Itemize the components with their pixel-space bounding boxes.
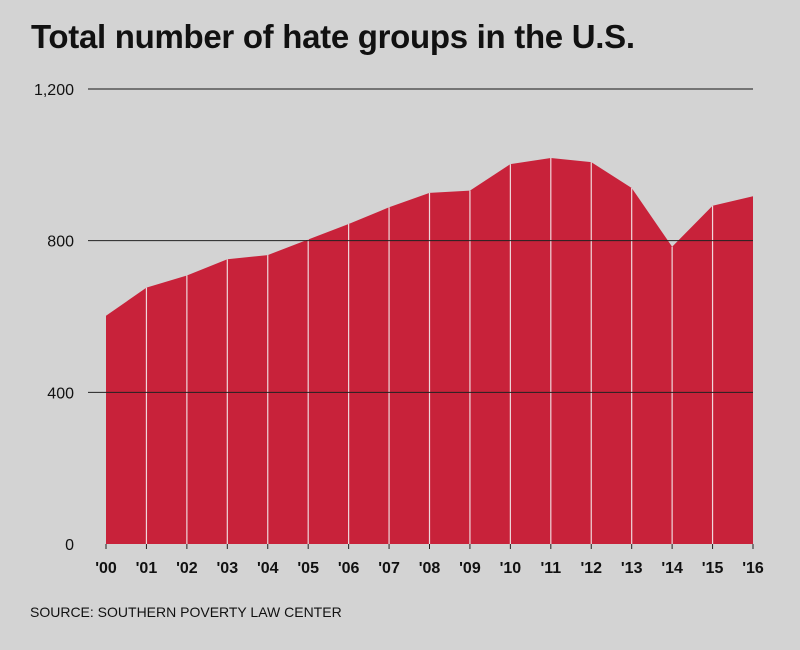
- x-tick-label: '15: [702, 560, 724, 577]
- x-tick-label: '00: [95, 560, 117, 577]
- x-tick-label: '03: [217, 560, 239, 577]
- x-tick-label: '07: [378, 560, 400, 577]
- source-note: SOURCE: SOUTHERN POVERTY LAW CENTER: [30, 604, 342, 620]
- area-chart: 0 400 800 1,200 '00 '01 '02 '03 '04 '05 '06 '07 '08…: [34, 82, 764, 577]
- x-tick-label: '09: [459, 560, 481, 577]
- chart-title: Total number of hate groups in the U.S.: [31, 18, 635, 55]
- x-tick-label: '11: [540, 560, 561, 577]
- x-tick-label: '05: [297, 560, 319, 577]
- x-tick-label: '04: [257, 560, 279, 577]
- x-tick-label: '10: [500, 560, 522, 577]
- y-tick-label: 400: [47, 385, 74, 402]
- y-tick-label: 0: [65, 537, 74, 554]
- x-tick-label: '08: [419, 560, 441, 577]
- x-tick-label: '13: [621, 560, 643, 577]
- y-tick-label: 800: [47, 234, 74, 251]
- x-tick-label: '14: [661, 560, 683, 577]
- x-tick-label: '02: [176, 560, 198, 577]
- x-tick-label: '06: [338, 560, 360, 577]
- y-tick-label: 1,200: [34, 82, 74, 99]
- x-tick-label: '16: [742, 560, 764, 577]
- x-tick-label: '01: [136, 560, 158, 577]
- x-tick-label: '12: [580, 560, 602, 577]
